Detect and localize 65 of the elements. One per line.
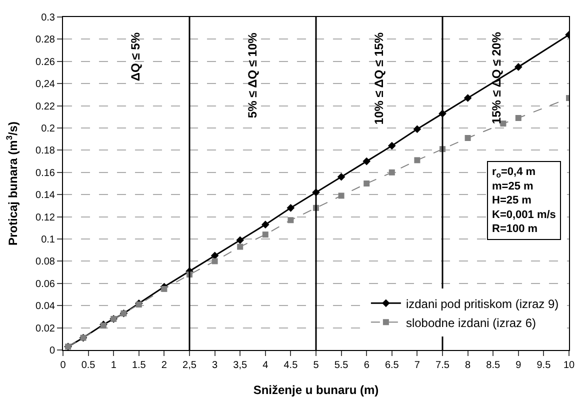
y-tick-label: 0.06 [36, 278, 56, 290]
y-tick-label: 0.3 [41, 12, 56, 24]
point [500, 120, 506, 127]
legend-label: slobodne izdani (izraz 6) [406, 316, 536, 330]
y-tick-label: 0.18 [36, 146, 56, 157]
point [514, 63, 522, 71]
y-tick-label: 0.12 [36, 212, 56, 224]
point [515, 115, 522, 122]
x-tick-label: 5 [313, 360, 320, 371]
legend-label: izdani pod pritiskom (izraz 9) [406, 296, 559, 311]
x-tick-label: 1.5 [132, 360, 146, 371]
point [262, 232, 268, 238]
y-tick-label: 0.26 [36, 56, 56, 68]
point [262, 220, 270, 228]
y-tick-label: 0.1 [41, 234, 56, 246]
y-tick-label: 0.04 [36, 301, 56, 312]
x-tick-label: 0.5 [81, 360, 96, 371]
annotation: r$_{o}$=0,4 m m=25 m H=25 m K=0,001 m/s R=100 m [492, 166, 556, 236]
point [288, 217, 294, 224]
x-tick-label: 4 [262, 360, 269, 371]
x-tick-label: 1 [110, 360, 117, 371]
point [286, 204, 295, 212]
point [388, 142, 396, 150]
point [388, 169, 395, 176]
x-tick-label: 2 [161, 360, 168, 371]
x-tick-label: 5.5 [334, 360, 349, 371]
y-tick-label: 0.02 [36, 323, 56, 334]
y-tick-label: 0.28 [36, 34, 56, 46]
x-tick-label: 0 [60, 360, 66, 371]
x-tick-label: 7.5 [436, 360, 450, 371]
y-tick-label: 0.14 [36, 190, 56, 202]
x-tick-label: 6 [364, 360, 370, 371]
x-tick-label: 3,5 [233, 360, 248, 371]
x-tick-label: 8 [465, 360, 472, 371]
point [337, 172, 346, 181]
y-tick-label: 0.16 [36, 168, 56, 179]
point [338, 192, 344, 199]
point [464, 134, 471, 141]
y-tick-label: 0.08 [36, 256, 56, 268]
annotation: ΔQ ≤ 5% [128, 32, 142, 82]
x-tick-label: 8.5 [486, 360, 500, 371]
y-tick-label: 0.2 [41, 124, 56, 134]
y-tick-label: 0,24 [36, 79, 56, 90]
x-tick-label: 9 [516, 360, 522, 371]
x-tick-label: 6.5 [384, 360, 400, 371]
point [413, 125, 422, 134]
x-tick-label: 7 [414, 360, 420, 371]
y-tick-label: 0 [49, 346, 56, 356]
point [212, 258, 218, 264]
x-tick-label: 9.5 [536, 360, 552, 371]
point [364, 180, 370, 186]
point [362, 157, 370, 166]
x-tick-label: 10 [563, 360, 575, 371]
y-tick-label: 0.22 [36, 101, 56, 112]
x-tick-label: 3 [212, 360, 218, 371]
point [236, 236, 244, 244]
point [237, 244, 244, 250]
point [464, 94, 472, 102]
x-tick-label: 2,5 [182, 360, 197, 371]
point [161, 286, 168, 292]
x-tick-label: 4.5 [284, 360, 298, 371]
x-axis-title: Sniženje u bunaru (m) [253, 382, 379, 397]
annotation: 5% ≤ ΔQ ≤ 10% [245, 32, 260, 118]
point [414, 157, 420, 164]
annotation: 10% ≤ ΔQ ≤ 15% [372, 32, 386, 125]
